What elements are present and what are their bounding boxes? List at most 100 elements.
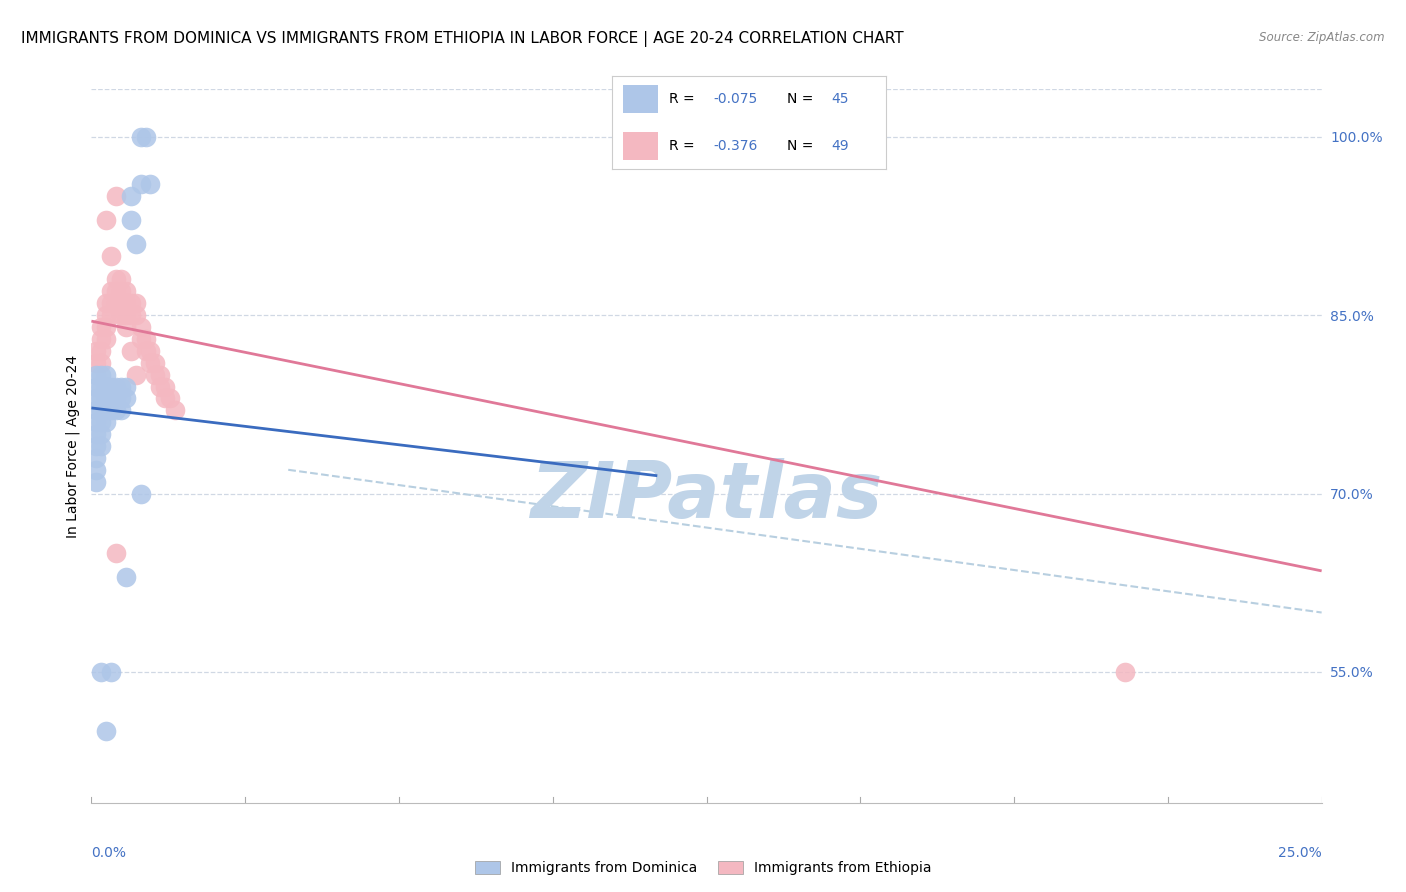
Point xyxy=(1114,665,1136,679)
Point xyxy=(105,546,127,560)
Bar xyxy=(623,85,658,113)
Point xyxy=(96,320,117,334)
Text: 25.0%: 25.0% xyxy=(1278,846,1322,860)
Point xyxy=(129,486,152,500)
Point xyxy=(135,332,156,346)
Point xyxy=(139,356,162,370)
Point xyxy=(129,178,152,192)
Point xyxy=(100,296,122,310)
Y-axis label: In Labor Force | Age 20-24: In Labor Force | Age 20-24 xyxy=(66,354,80,538)
Point xyxy=(114,308,138,322)
Point xyxy=(90,665,112,679)
Point xyxy=(120,296,142,310)
Text: R =: R = xyxy=(669,92,699,106)
Point xyxy=(120,213,142,227)
Point xyxy=(90,379,112,393)
Point xyxy=(110,272,132,286)
Point xyxy=(90,343,112,358)
Text: -0.075: -0.075 xyxy=(713,92,758,106)
Point xyxy=(135,129,156,144)
Point xyxy=(86,450,108,465)
Point xyxy=(86,343,108,358)
Point xyxy=(96,368,117,382)
Text: IMMIGRANTS FROM DOMINICA VS IMMIGRANTS FROM ETHIOPIA IN LABOR FORCE | AGE 20-24 : IMMIGRANTS FROM DOMINICA VS IMMIGRANTS F… xyxy=(21,31,904,47)
Point xyxy=(114,296,138,310)
Point xyxy=(86,392,108,406)
Point xyxy=(110,392,132,406)
Point xyxy=(114,392,138,406)
Point xyxy=(114,379,138,393)
Point xyxy=(110,403,132,417)
Point xyxy=(124,236,146,251)
Point xyxy=(96,308,117,322)
Point xyxy=(90,403,112,417)
Point xyxy=(96,213,117,227)
Text: 45: 45 xyxy=(831,92,848,106)
Point xyxy=(86,356,108,370)
Point xyxy=(124,368,146,382)
Point xyxy=(90,439,112,453)
Point xyxy=(129,129,152,144)
Point xyxy=(86,415,108,429)
Point xyxy=(135,343,156,358)
Point xyxy=(149,379,172,393)
Point xyxy=(86,427,108,442)
Point xyxy=(120,308,142,322)
Point xyxy=(90,368,112,382)
Point xyxy=(145,368,166,382)
Point xyxy=(90,356,112,370)
Point xyxy=(105,392,127,406)
Point xyxy=(110,379,132,393)
Point xyxy=(90,415,112,429)
Point xyxy=(96,392,117,406)
Point xyxy=(105,379,127,393)
Text: -0.376: -0.376 xyxy=(713,139,758,153)
Point xyxy=(100,249,122,263)
Point xyxy=(96,415,117,429)
Point xyxy=(124,296,146,310)
Point xyxy=(86,403,108,417)
Point xyxy=(96,379,117,393)
Point xyxy=(114,320,138,334)
Point xyxy=(90,427,112,442)
Point xyxy=(149,368,172,382)
Text: 49: 49 xyxy=(831,139,849,153)
Point xyxy=(105,285,127,299)
Legend: Immigrants from Dominica, Immigrants from Ethiopia: Immigrants from Dominica, Immigrants fro… xyxy=(470,855,936,880)
Point xyxy=(110,296,132,310)
Point xyxy=(100,392,122,406)
Point xyxy=(105,403,127,417)
Text: R =: R = xyxy=(669,139,699,153)
Point xyxy=(153,392,177,406)
Point xyxy=(129,332,152,346)
Point xyxy=(120,189,142,203)
Point xyxy=(153,379,177,393)
Point xyxy=(100,308,122,322)
Text: ZIPatlas: ZIPatlas xyxy=(530,458,883,534)
Point xyxy=(139,343,162,358)
Text: Source: ZipAtlas.com: Source: ZipAtlas.com xyxy=(1260,31,1385,45)
Text: N =: N = xyxy=(787,92,818,106)
Point xyxy=(100,665,122,679)
Point xyxy=(86,379,108,393)
Point xyxy=(145,356,166,370)
Point xyxy=(96,724,117,739)
Point xyxy=(114,285,138,299)
Text: N =: N = xyxy=(787,139,818,153)
Point xyxy=(100,379,122,393)
Point xyxy=(105,296,127,310)
Point xyxy=(96,332,117,346)
Point xyxy=(129,320,152,334)
Point xyxy=(110,308,132,322)
Point xyxy=(159,392,181,406)
Point xyxy=(86,368,108,382)
Point xyxy=(120,343,142,358)
Point xyxy=(96,403,117,417)
Point xyxy=(86,439,108,453)
Point xyxy=(100,285,122,299)
Point xyxy=(163,403,186,417)
Point xyxy=(90,392,112,406)
Bar xyxy=(623,132,658,160)
Point xyxy=(86,463,108,477)
Point xyxy=(105,189,127,203)
